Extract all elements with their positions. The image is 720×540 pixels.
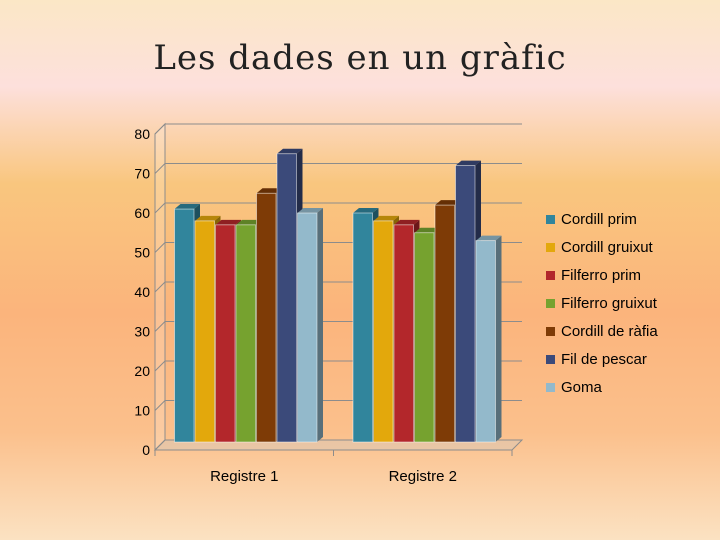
y-tick-label: 50 [134,245,150,261]
bar [297,212,318,443]
bar-top [476,235,502,241]
y-tick-label: 0 [142,442,150,458]
bar-top [394,219,420,225]
x-category-label: Registre 2 [389,468,457,485]
bar [393,224,414,443]
bar-top [256,188,282,194]
legend-swatch [546,382,555,392]
legend-item: Filferro prim [546,261,658,289]
bar-top [455,160,481,166]
bar-top [373,215,399,221]
chart-legend: Cordill prim Cordill gruixut Filferro prim… [546,205,658,401]
bar-top [236,219,262,225]
legend-swatch [546,326,555,336]
bar [352,212,373,443]
y-tick-label: 60 [134,205,150,221]
legend-label: Fil de pescar [561,350,647,368]
bar-top [174,204,200,210]
bar-side [317,208,323,442]
bar-top [215,219,241,225]
bar [194,220,215,443]
bar-side [495,235,502,442]
legend-label: Cordill de ràfia [561,322,658,340]
legend-swatch [546,354,555,364]
legend-swatch [546,214,555,224]
bar [256,192,277,443]
bar [276,153,297,443]
y-tick-label: 30 [134,324,150,340]
slide-title: Les dades en un gràfic [153,38,567,78]
legend-item: Fil de pescar [546,345,658,373]
bar [215,224,236,443]
bar [414,232,435,443]
legend-item: Cordill prim [546,205,658,233]
bar [174,208,195,443]
legend-swatch [546,242,555,252]
bar [434,204,455,443]
legend-label: Goma [561,378,602,396]
bar-top [414,227,440,233]
bar-top [297,208,323,213]
legend-item: Cordill de ràfia [546,317,658,345]
bar [235,224,256,443]
y-tick-label: 80 [134,126,150,142]
legend-item: Goma [546,373,658,401]
y-tick-label: 10 [134,403,150,419]
legend-label: Filferro prim [561,266,642,284]
legend-swatch [546,298,555,308]
y-tick-label: 70 [134,166,150,182]
legend-item: Cordill gruixut [546,233,658,261]
bar-top [195,215,221,221]
legend-label: Cordill gruixut [561,238,653,256]
legend-label: Cordill prim [561,210,637,228]
bar [455,165,476,443]
x-category-label: Registre 1 [210,468,278,485]
bar-top [353,208,379,213]
bar [373,220,394,443]
bar-top [277,148,303,154]
gridline [154,123,522,135]
legend-item: Filferro gruixut [546,289,658,317]
legend-swatch [546,270,555,280]
bar [475,240,496,443]
y-tick-label: 20 [134,363,150,379]
bar-top [435,200,461,206]
y-tick-label: 40 [134,284,150,300]
legend-label: Filferro gruixut [561,294,657,312]
